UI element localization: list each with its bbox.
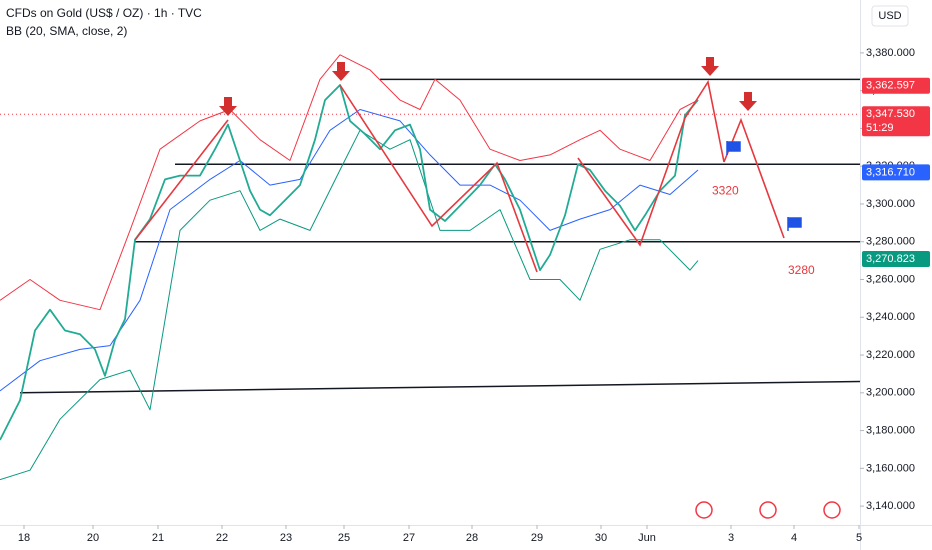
price-tag-label: 3,347.530 — [866, 108, 915, 120]
x-tick-label: 21 — [152, 532, 164, 544]
x-tick-label: 29 — [531, 532, 543, 544]
price-tag — [862, 106, 930, 137]
price-tag — [862, 77, 930, 94]
event-icon — [759, 501, 777, 519]
price-tag-label: 3,362.597 — [866, 80, 915, 92]
event-icon — [695, 501, 713, 519]
y-tick-label: 3,380.000 — [866, 47, 915, 59]
arrow-line — [577, 117, 686, 247]
series-line — [0, 84, 699, 441]
down-arrow — [332, 62, 350, 81]
x-tick-label: 5 — [856, 532, 862, 544]
x-tick-label: 18 — [18, 532, 30, 544]
y-tick-label: 3,240.000 — [866, 311, 915, 323]
currency-box[interactable] — [871, 5, 909, 27]
price-tag-label: 3,270.823 — [866, 253, 915, 265]
y-tick-label: 3,300.000 — [866, 198, 915, 210]
arrow-line — [339, 84, 538, 273]
x-tick-label: 27 — [403, 532, 415, 544]
plot — [0, 54, 860, 481]
annotation: 3280 — [788, 263, 815, 277]
event-icons — [695, 501, 841, 519]
x-tick-label: 23 — [280, 532, 292, 544]
annotation: 3320 — [712, 184, 739, 198]
y-tick-label: 3,160.000 — [866, 462, 915, 474]
x-tick-label: 20 — [87, 532, 99, 544]
x-tick-label: 4 — [791, 532, 797, 544]
series-line — [0, 109, 699, 392]
trend-line — [19, 380, 860, 394]
x-tick-label: 28 — [466, 532, 478, 544]
y-tick-label: 3,260.000 — [866, 273, 915, 285]
down-arrow — [701, 57, 719, 76]
price-tag — [862, 164, 930, 181]
x-tick-label: 30 — [595, 532, 607, 544]
x-tick-label: 25 — [338, 532, 350, 544]
event-icon — [823, 501, 841, 519]
flag — [787, 217, 802, 231]
arrow-line — [134, 119, 229, 241]
x-tick-label: Jun — [638, 532, 656, 544]
flag — [726, 141, 741, 155]
y-tick-label: 3,140.000 — [866, 500, 915, 512]
y-tick-label: 3,280.000 — [866, 236, 915, 248]
chart-title: CFDs on Gold (US$ / OZ) · 1h · TVC — [6, 6, 202, 20]
x-tick-label: 22 — [216, 532, 228, 544]
price-tag-label: 3,316.710 — [866, 166, 915, 178]
y-tick-label: 3,220.000 — [866, 349, 915, 361]
indicator-label: BB (20, SMA, close, 2) — [6, 24, 127, 38]
arrow-line — [684, 79, 725, 163]
countdown-label: 51:29 — [866, 122, 894, 134]
down-arrows — [219, 57, 757, 116]
price-tag — [862, 251, 930, 268]
down-arrow — [219, 97, 237, 116]
down-arrow — [739, 92, 757, 111]
flags — [726, 141, 802, 231]
y-tick-label: 3,180.000 — [866, 424, 915, 436]
currency-label[interactable]: USD — [878, 10, 901, 22]
x-tick-label: 3 — [728, 532, 734, 544]
y-tick-label: 3,200.000 — [866, 387, 915, 399]
series-line — [0, 54, 699, 311]
